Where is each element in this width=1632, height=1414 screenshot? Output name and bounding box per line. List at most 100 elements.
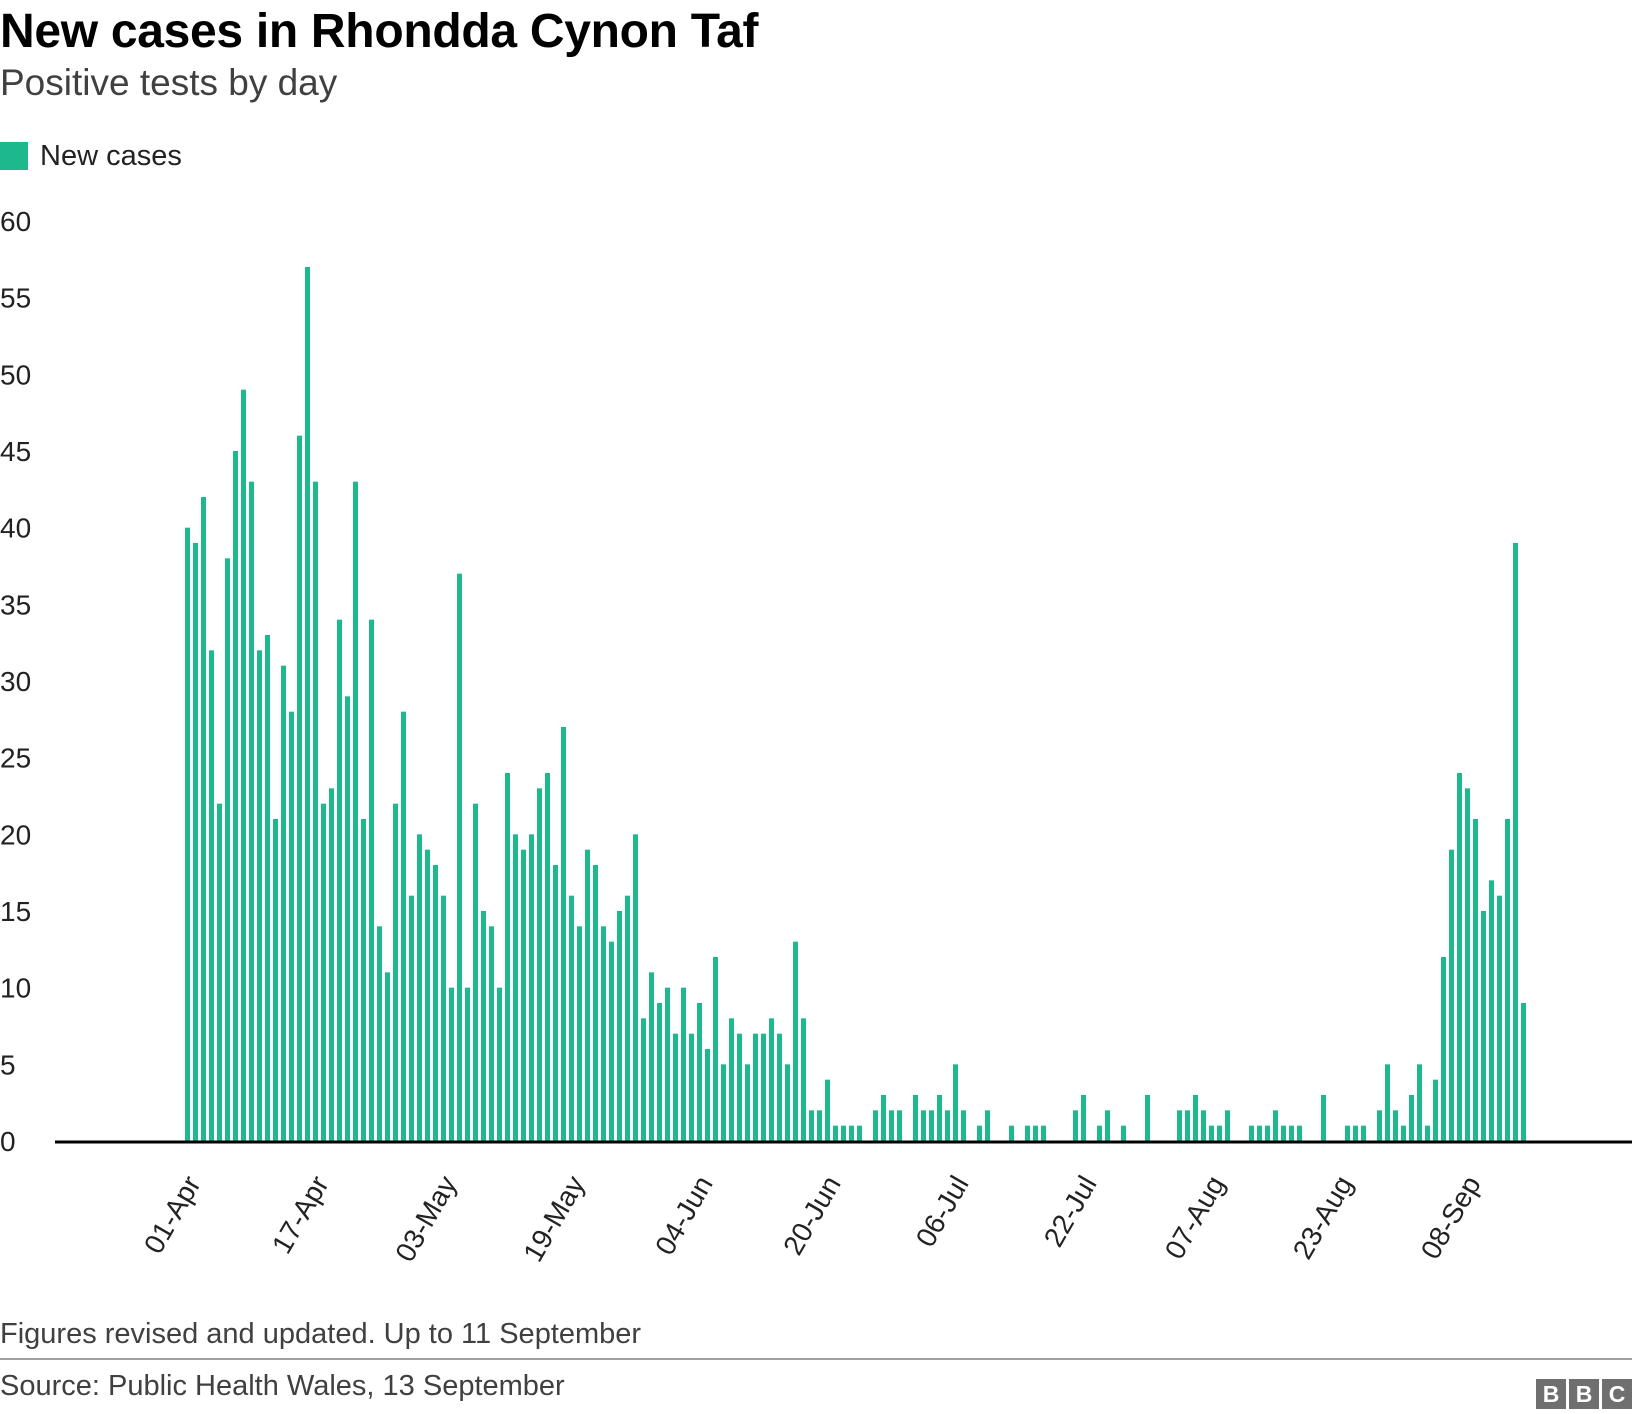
bbc-logo-letter: C: [1602, 1379, 1632, 1409]
bar: [297, 435, 302, 1141]
x-tick-label: 08-Sep: [1415, 1171, 1487, 1265]
y-tick-label: 60: [0, 206, 31, 237]
source-text: Source: Public Health Wales, 13 Septembe…: [0, 1370, 565, 1402]
bar: [369, 619, 374, 1141]
bar: [577, 926, 582, 1141]
bar: [1289, 1125, 1294, 1141]
y-tick-label: 50: [0, 359, 31, 390]
bar: [569, 895, 574, 1141]
bar: [945, 1110, 950, 1141]
bar: [441, 895, 446, 1141]
bar: [793, 941, 798, 1141]
bar: [513, 834, 518, 1141]
bar: [481, 911, 486, 1141]
bar: [401, 711, 406, 1141]
bar: [705, 1049, 710, 1141]
bar: [1521, 1003, 1526, 1141]
bar: [681, 987, 686, 1141]
y-tick-label: 20: [0, 819, 31, 850]
bar: [1361, 1125, 1366, 1141]
x-tick-label: 04-Jun: [649, 1171, 719, 1261]
bar: [193, 543, 198, 1141]
bar: [673, 1033, 678, 1141]
bar: [377, 926, 382, 1141]
bar: [489, 926, 494, 1141]
bar: [1209, 1125, 1214, 1141]
bbc-logo: B B C: [1536, 1379, 1632, 1409]
bar: [609, 941, 614, 1141]
bar: [761, 1033, 766, 1141]
bar: [825, 1079, 830, 1141]
bar: [1505, 819, 1510, 1141]
bar: [473, 803, 478, 1141]
bar: [1105, 1110, 1110, 1141]
bar: [713, 957, 718, 1141]
y-tick-label: 30: [0, 666, 31, 697]
bar: [553, 865, 558, 1141]
footnote: Figures revised and updated. Up to 11 Se…: [0, 1318, 642, 1350]
bar: [953, 1064, 958, 1141]
bar: [241, 389, 246, 1141]
bar: [529, 834, 534, 1141]
bar: [1273, 1110, 1278, 1141]
bar: [1465, 788, 1470, 1141]
bar: [545, 773, 550, 1141]
bar: [457, 573, 462, 1141]
bar: [361, 819, 366, 1141]
bar: [201, 497, 206, 1141]
y-tick-label: 15: [0, 896, 31, 927]
bar: [1449, 849, 1454, 1141]
bar: [257, 650, 262, 1141]
bar: [777, 1033, 782, 1141]
bar: [1009, 1125, 1014, 1141]
bar: [1457, 773, 1462, 1141]
bar: [561, 727, 566, 1141]
bar: [1481, 911, 1486, 1141]
bar: [1433, 1079, 1438, 1141]
y-tick-label: 40: [0, 513, 31, 544]
bar: [809, 1110, 814, 1141]
bar: [337, 619, 342, 1141]
bar: [1217, 1125, 1222, 1141]
bar: [881, 1095, 886, 1141]
x-tick-label: 23-Aug: [1287, 1171, 1359, 1265]
y-tick-label: 35: [0, 589, 31, 620]
x-tick-label: 20-Jun: [777, 1171, 847, 1261]
bar: [729, 1018, 734, 1141]
bar: [265, 635, 270, 1141]
bar: [1025, 1125, 1030, 1141]
bar: [417, 834, 422, 1141]
bar: [1473, 819, 1478, 1141]
bar: [913, 1095, 918, 1141]
bars: [185, 267, 1526, 1142]
bar: [1177, 1110, 1182, 1141]
bar: [641, 1018, 646, 1141]
x-tick-label: 03-May: [389, 1171, 463, 1267]
bar: [1201, 1110, 1206, 1141]
bar: [961, 1110, 966, 1141]
bar: [929, 1110, 934, 1141]
bar-chart: 0 5 10 15 20 25 30 35 40 45 50 55 60 01-Apr 17-Apr 03-…: [0, 206, 1632, 1267]
bar: [737, 1033, 742, 1141]
bar: [1409, 1095, 1414, 1141]
bar: [353, 481, 358, 1142]
y-tick-label: 45: [0, 436, 31, 467]
bar: [289, 711, 294, 1141]
x-tick-label: 01-Apr: [138, 1171, 207, 1259]
bar: [721, 1064, 726, 1141]
bar: [769, 1018, 774, 1141]
y-tick-label: 10: [0, 973, 31, 1004]
x-tick-label: 06-Jul: [910, 1171, 975, 1253]
bar: [1041, 1125, 1046, 1141]
bar: [1353, 1125, 1358, 1141]
bar: [665, 987, 670, 1141]
bar: [937, 1095, 942, 1141]
bar: [625, 895, 630, 1141]
bar: [889, 1110, 894, 1141]
bar: [985, 1110, 990, 1141]
bar: [281, 665, 286, 1141]
y-tick-label: 0: [0, 1126, 16, 1157]
bar: [1441, 957, 1446, 1141]
bar: [537, 788, 542, 1141]
bar: [273, 819, 278, 1141]
